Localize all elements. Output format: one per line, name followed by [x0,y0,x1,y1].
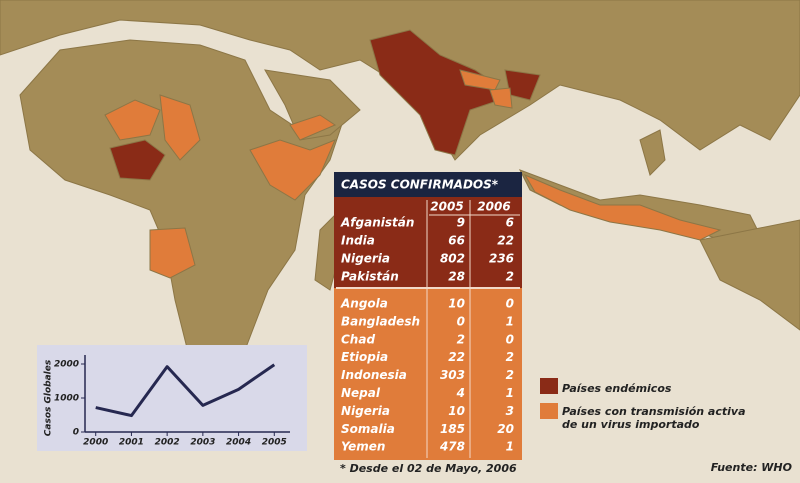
country-name: Yemen [341,440,385,454]
country-name: Etiopia [341,350,388,364]
legend-swatch [540,403,558,419]
cases-2005: 4 [456,386,465,400]
country-name: Chad [341,332,375,346]
cases-2006: 1 [506,440,514,454]
x-tick-label: 2002 [155,438,180,448]
table-title: CASOS CONFIRMADOS* [341,178,499,192]
cases-2006: 2 [506,270,514,284]
country-name: Indonesia [341,368,407,382]
y-tick-label: 2000 [54,360,79,370]
cases-2006: 2 [506,350,514,364]
y-tick-label: 1000 [54,394,79,404]
table-header [334,172,522,197]
y-axis-title: Casos Globales [44,359,54,436]
cases-2006: 0 [506,332,514,346]
cases-2005: 2 [457,332,465,346]
cases-2005: 10 [448,404,465,418]
country-name: Bangladesh [341,314,420,328]
legend-label: Países endémicos [562,382,672,395]
cases-2006: 1 [506,386,514,400]
cases-2005: 22 [448,350,465,364]
country-name: Afganistán [340,216,414,230]
cases-2005: 478 [439,440,465,454]
region-shapes [104,29,722,279]
legend-label: Países con transmisión activa de un viru… [562,405,746,431]
cases-2005: 802 [440,252,465,266]
column-header: 2006 [477,200,510,214]
endemic-section [334,197,522,288]
cases-2005: 66 [448,234,465,248]
cases-2005: 10 [448,297,465,311]
footnote: * Desde el 02 de Mayo, 2006 [340,462,517,475]
cases-2005: 9 [457,216,465,230]
cases-2005: 185 [440,422,465,436]
cases-2006: 20 [497,422,514,436]
cases-2005: 0 [457,314,465,328]
country-name: Nepal [341,386,381,400]
country-name: India [341,234,375,248]
column-header: 2005 [430,200,463,214]
source: Fuente: WHO [711,461,792,474]
x-tick-label: 2003 [190,438,215,448]
cases-2006: 6 [506,216,514,230]
cases-2006: 3 [506,404,514,418]
country-name: Pakistán [341,270,399,284]
cases-2006: 2 [506,368,514,382]
country-name: Angola [340,297,388,311]
cases-line [95,363,276,418]
cases-2006: 1 [506,314,514,328]
cases-2006: 22 [497,234,514,248]
active-section [334,288,522,460]
country-name: Nigeria [341,252,390,266]
cases-2005: 28 [448,270,465,284]
cases-2005: 303 [440,368,465,382]
cases-2006: 0 [506,297,514,311]
country-name: Nigeria [341,404,390,418]
x-tick-label: 2001 [119,438,144,448]
legend-swatch [540,378,558,394]
x-tick-label: 2000 [83,438,108,448]
x-tick-label: 2004 [226,438,251,448]
country-name: Somalia [341,422,395,436]
y-tick-label: 0 [73,428,79,438]
x-tick-label: 2005 [262,438,287,448]
cases-2006: 236 [489,252,514,266]
